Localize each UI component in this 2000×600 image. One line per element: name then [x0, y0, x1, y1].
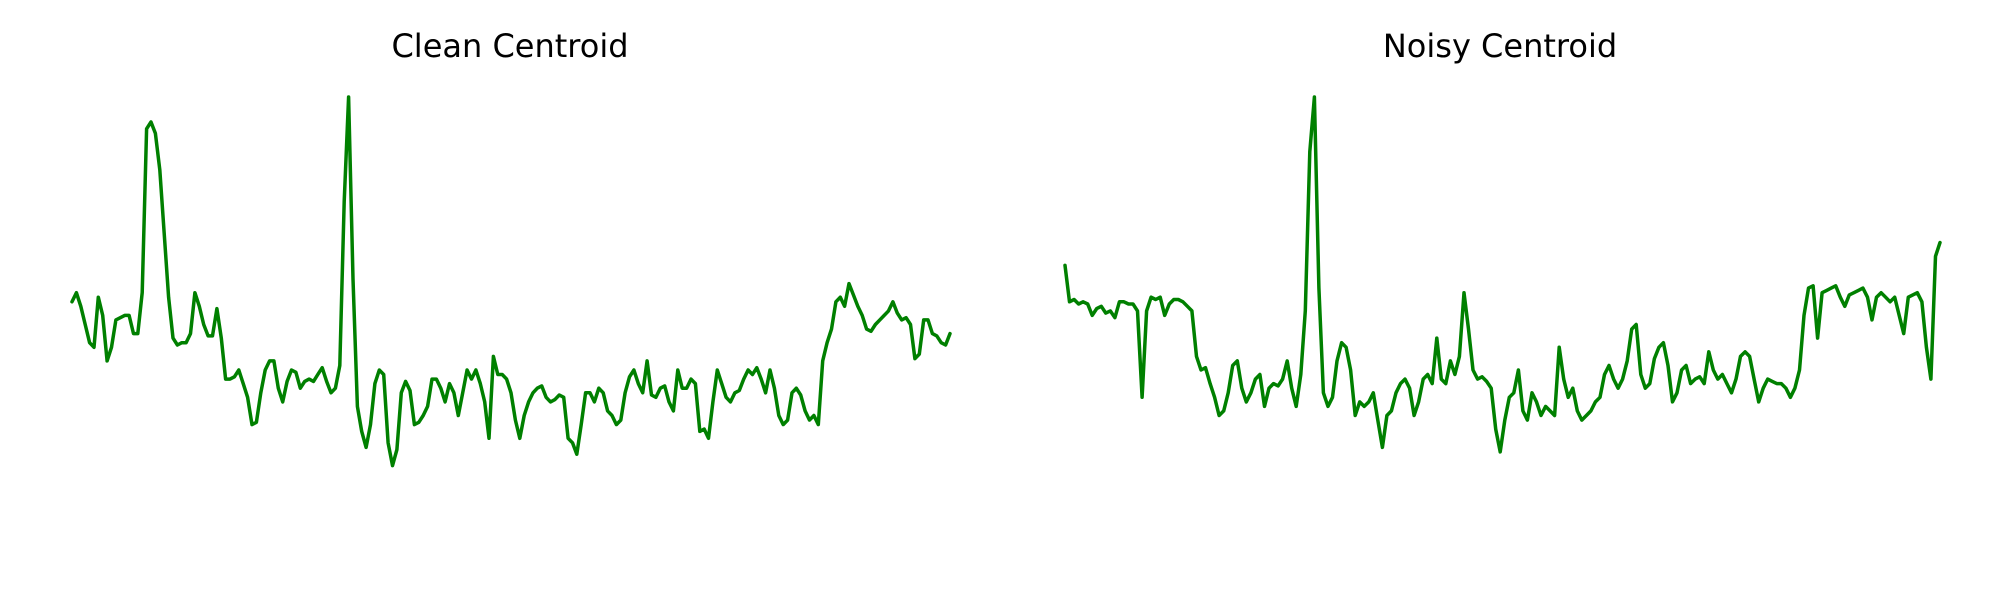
series-line-noisy-centroid: [1063, 95, 1942, 454]
series-line-clean-centroid: [70, 95, 952, 468]
plot-area-noisy-centroid: [1063, 95, 1942, 454]
chart-title-noisy-centroid: Noisy Centroid: [1383, 27, 1617, 65]
chart-noisy-centroid: Noisy Centroid: [1063, 27, 1942, 454]
plot-area-clean-centroid: [70, 95, 952, 468]
chart-title-clean-centroid: Clean Centroid: [391, 27, 628, 65]
chart-clean-centroid: Clean Centroid: [70, 27, 952, 468]
